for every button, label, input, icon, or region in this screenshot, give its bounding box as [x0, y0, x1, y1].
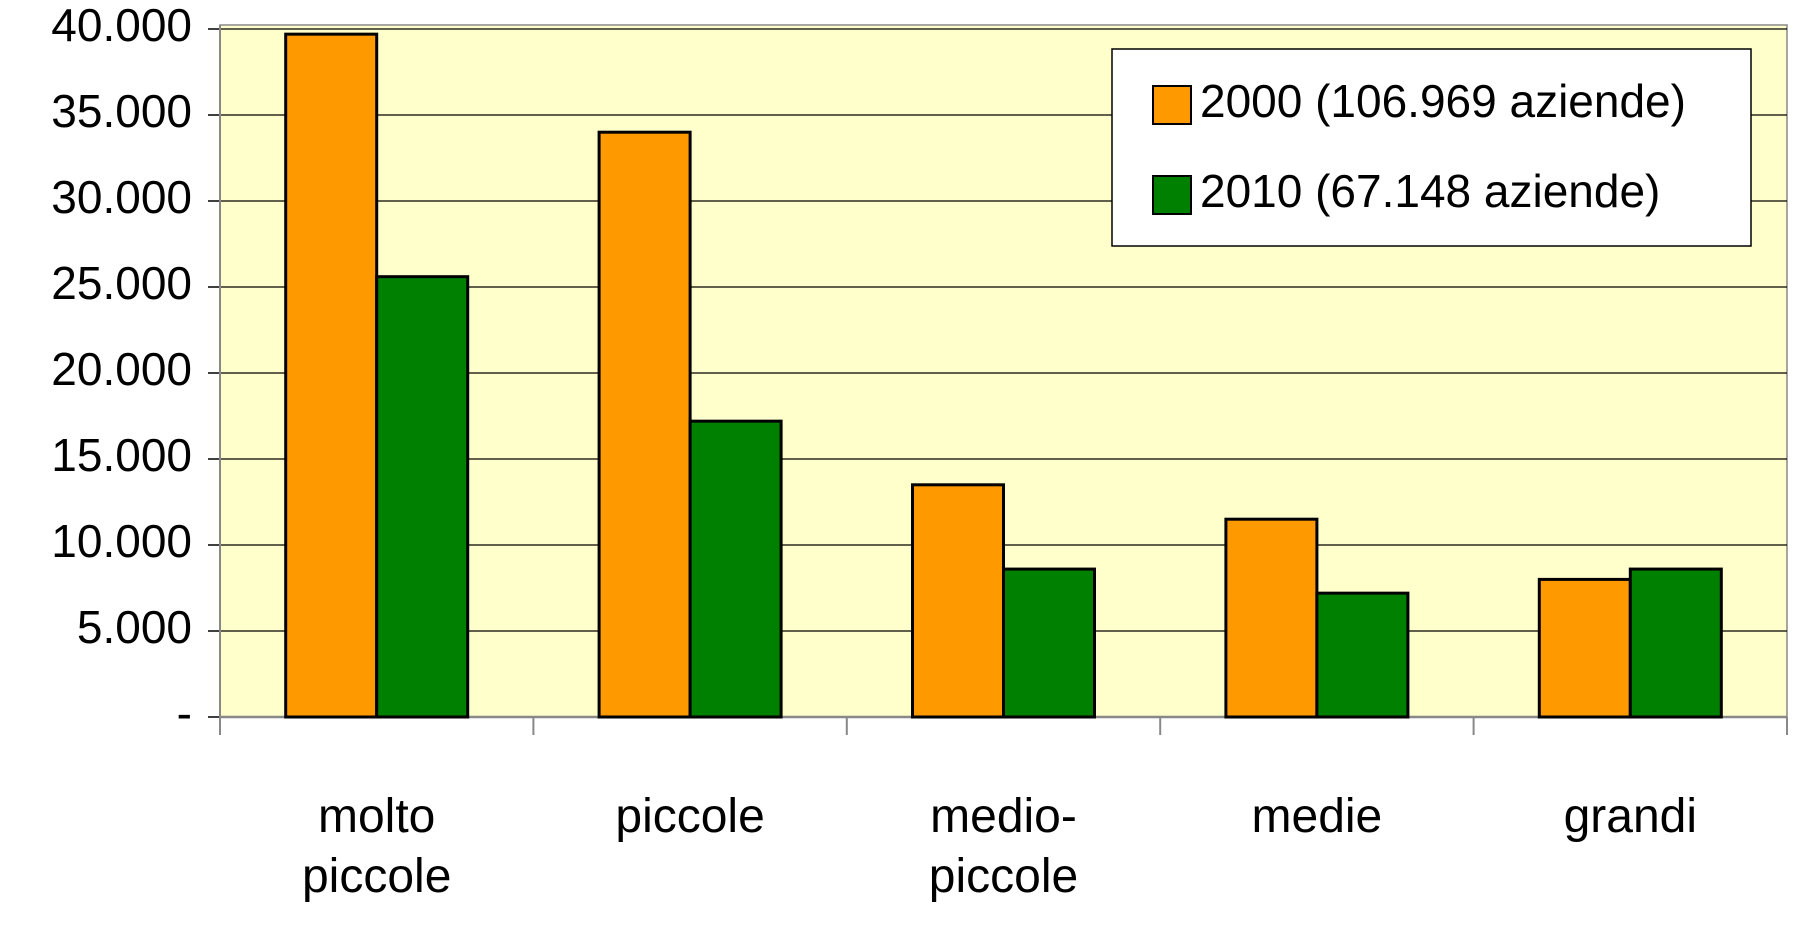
- y-tick-label: 30.000: [51, 171, 192, 223]
- legend-label: 2010 (67.148 aziende): [1200, 165, 1660, 217]
- bar: [1315, 591, 1410, 719]
- bar: [688, 419, 783, 719]
- y-tick-label: 20.000: [51, 343, 192, 395]
- bar: [375, 275, 470, 719]
- bar: [911, 483, 1005, 719]
- bar: [1224, 517, 1319, 719]
- y-tick-label: 10.000: [51, 515, 192, 567]
- legend-swatch: [1152, 175, 1192, 215]
- y-tick-label: -: [177, 687, 192, 739]
- x-tick-label: molto piccole: [301, 790, 452, 903]
- bar: [1628, 567, 1723, 719]
- legend: [1111, 48, 1752, 247]
- x-tick-label: grandi: [1563, 790, 1698, 843]
- y-tick-label: 35.000: [51, 85, 192, 137]
- x-tick-label: piccole: [615, 790, 765, 843]
- x-tick-label: medio-piccole: [928, 790, 1079, 903]
- bar: [284, 32, 379, 719]
- bar: [1002, 567, 1096, 719]
- x-tick-label: medie: [1251, 790, 1383, 843]
- legend-swatch: [1152, 85, 1192, 125]
- bar: [1537, 577, 1632, 719]
- bar: [597, 130, 692, 719]
- y-tick-label: 5.000: [77, 601, 192, 653]
- y-tick-label: 40.000: [51, 0, 192, 51]
- y-tick-label: 25.000: [51, 257, 192, 309]
- legend-label: 2000 (106.969 aziende): [1200, 75, 1686, 127]
- y-tick-label: 15.000: [51, 429, 192, 481]
